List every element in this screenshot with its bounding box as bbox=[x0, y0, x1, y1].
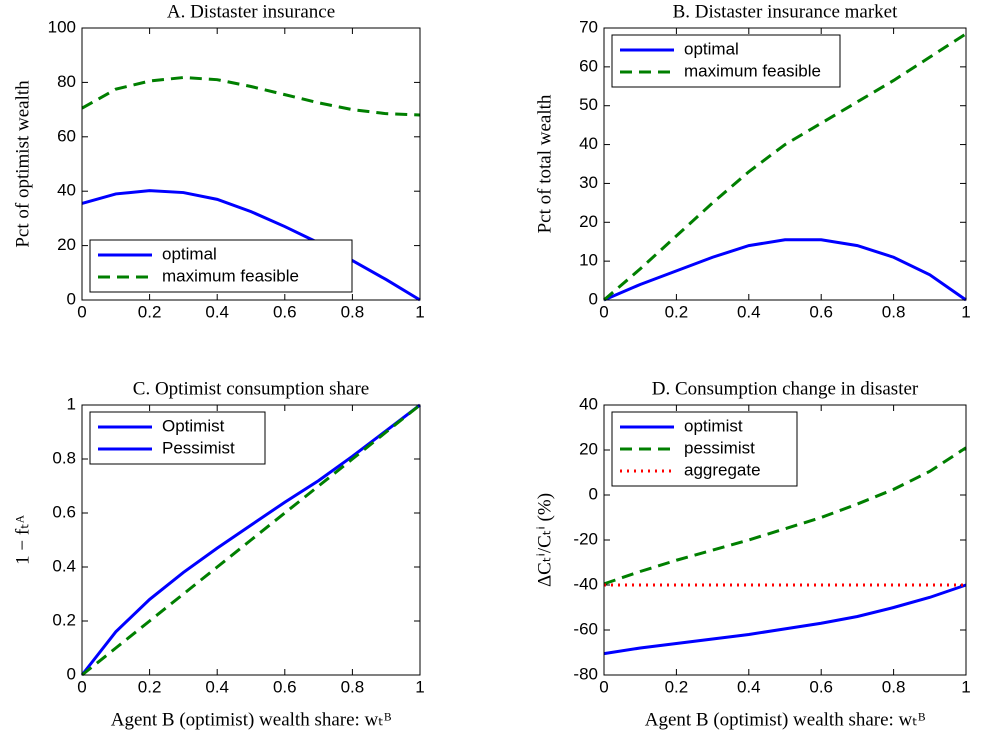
data-line bbox=[603, 583, 967, 656]
data-line bbox=[81, 403, 421, 677]
x-tick-label: 0.6 bbox=[809, 302, 833, 321]
y-axis-label: ΔCₜⁱ/Cₜⁱ (%) bbox=[534, 493, 555, 587]
data-line bbox=[81, 75, 421, 117]
x-tick-label: 0 bbox=[77, 677, 86, 696]
x-tick-label: 0 bbox=[599, 302, 608, 321]
y-tick-label: 40 bbox=[579, 394, 598, 413]
legend: Optimist Pessimist bbox=[89, 411, 266, 465]
y-tick-label: 60 bbox=[579, 56, 598, 75]
y-tick-label: 0 bbox=[589, 484, 598, 503]
x-tick-label: 0.2 bbox=[665, 302, 689, 321]
x-tick-label: 0.6 bbox=[273, 677, 297, 696]
chart-title: C. Optimist consumption share bbox=[133, 378, 369, 399]
data-line bbox=[603, 238, 967, 302]
y-tick-label: 0.2 bbox=[52, 610, 76, 629]
y-tick-label: 0 bbox=[67, 289, 76, 308]
y-tick-label: 40 bbox=[579, 134, 598, 153]
x-tick-label: 0.4 bbox=[205, 302, 229, 321]
x-tick-label: 0.2 bbox=[665, 677, 689, 696]
y-tick-label: 50 bbox=[579, 95, 598, 114]
y-tick-label: 20 bbox=[579, 212, 598, 231]
legend: optimal maximum feasible bbox=[89, 239, 353, 293]
x-tick-label: 0.6 bbox=[809, 677, 833, 696]
y-tick-label: 30 bbox=[579, 173, 598, 192]
data-line bbox=[80, 403, 421, 676]
x-tick-label: 1 bbox=[415, 302, 424, 321]
y-tick-label: 0.4 bbox=[52, 556, 76, 575]
legend-label: aggregate bbox=[684, 460, 761, 479]
x-tick-label: 0 bbox=[599, 677, 608, 696]
y-tick-label: 1 bbox=[67, 394, 76, 413]
legend-label: maximum feasible bbox=[684, 61, 821, 80]
axes-frame bbox=[81, 27, 421, 301]
y-tick-label: 0 bbox=[67, 664, 76, 683]
legend-label: optimal bbox=[162, 244, 217, 263]
y-axis-label: Pct of total wealth bbox=[534, 94, 555, 233]
data-line bbox=[81, 189, 421, 302]
data-line bbox=[603, 446, 967, 586]
y-axis-label: 1 − fₜᴬ bbox=[12, 514, 33, 565]
y-tick-label: 40 bbox=[57, 181, 76, 200]
y-tick-label: 100 bbox=[48, 17, 76, 36]
y-axis-label: Pct of optimist wealth bbox=[12, 80, 33, 248]
data-line bbox=[603, 32, 967, 302]
axes-frame bbox=[603, 27, 967, 301]
y-tick-label: 20 bbox=[579, 439, 598, 458]
legend-label: Optimist bbox=[162, 416, 225, 435]
x-tick-label: 0.8 bbox=[882, 302, 906, 321]
legend-box bbox=[89, 239, 353, 293]
y-tick-label: 60 bbox=[57, 126, 76, 145]
legend-label: Pessimist bbox=[162, 438, 235, 457]
x-axis-label: Agent B (optimist) wealth share: wₜᴮ bbox=[645, 709, 926, 730]
legend: optimist pessimist aggregate bbox=[611, 411, 798, 487]
y-tick-label: 70 bbox=[579, 17, 598, 36]
x-tick-label: 0.4 bbox=[737, 302, 761, 321]
x-tick-label: 1 bbox=[415, 677, 424, 696]
x-tick-label: 0.8 bbox=[341, 677, 365, 696]
legend-label: optimist bbox=[684, 416, 743, 435]
y-tick-label: 0 bbox=[589, 289, 598, 308]
legend-label: optimal bbox=[684, 39, 739, 58]
x-tick-label: 0.4 bbox=[737, 677, 761, 696]
y-tick-label: -40 bbox=[573, 574, 598, 593]
x-tick-label: 0.4 bbox=[205, 677, 229, 696]
x-tick-label: 0.2 bbox=[138, 677, 162, 696]
y-tick-label: 0.8 bbox=[52, 448, 76, 467]
x-tick-label: 1 bbox=[961, 302, 970, 321]
chart-title: A. Distaster insurance bbox=[167, 1, 335, 22]
y-tick-label: -20 bbox=[573, 529, 598, 548]
axes-frame bbox=[81, 404, 421, 676]
x-tick-label: 0.8 bbox=[341, 302, 365, 321]
legend-box bbox=[611, 34, 841, 88]
y-tick-label: 0.6 bbox=[52, 502, 76, 521]
y-tick-label: 20 bbox=[57, 235, 76, 254]
x-tick-label: 0 bbox=[77, 302, 86, 321]
x-tick-label: 1 bbox=[961, 677, 970, 696]
legend-box bbox=[89, 411, 266, 465]
x-axis-label: Agent B (optimist) wealth share: wₜᴮ bbox=[111, 709, 392, 730]
x-tick-label: 0.2 bbox=[138, 302, 162, 321]
y-tick-label: 10 bbox=[579, 251, 598, 270]
chart-title: D. Consumption change in disaster bbox=[652, 378, 919, 399]
y-tick-label: -60 bbox=[573, 619, 598, 638]
legend-label: maximum feasible bbox=[162, 266, 299, 285]
axes-frame bbox=[603, 404, 967, 676]
legend-label: pessimist bbox=[684, 438, 755, 457]
legend: optimal maximum feasible bbox=[611, 34, 841, 88]
x-tick-label: 0.8 bbox=[882, 677, 906, 696]
chart-title: B. Distaster insurance market bbox=[673, 1, 898, 22]
y-tick-label: 80 bbox=[57, 72, 76, 91]
y-tick-label: -80 bbox=[573, 664, 598, 683]
x-tick-label: 0.6 bbox=[273, 302, 297, 321]
